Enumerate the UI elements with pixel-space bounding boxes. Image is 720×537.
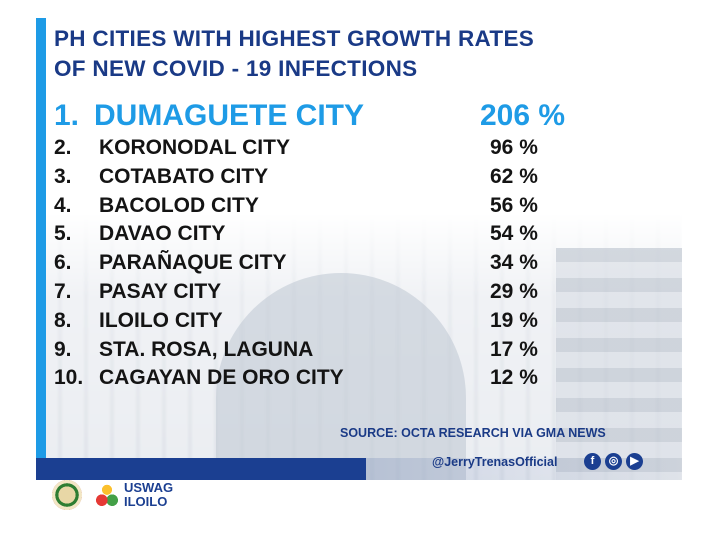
city-name: DAVAO CITY <box>99 222 226 246</box>
ranking-list: 1. DUMAGUETE CITY 206 % 2. KORONODAL CIT… <box>54 98 614 393</box>
rank-number: 3. <box>54 164 72 188</box>
headline: PH CITIES WITH HIGHEST GROWTH RATES OF N… <box>54 24 654 84</box>
city-name: CAGAYAN DE ORO CITY <box>99 366 344 390</box>
ranking-row-7: 7. PASAY CITY 29 % <box>54 278 614 307</box>
bottom-bar <box>36 458 366 480</box>
rank-number: 10. <box>54 366 84 390</box>
headline-line-2: OF NEW COVID - 19 INFECTIONS <box>54 56 418 81</box>
ranking-row-10: 10. CAGAYAN DE ORO CITY 12 % <box>54 364 614 393</box>
growth-rate: 12 % <box>490 366 538 390</box>
ranking-row-9: 9. STA. ROSA, LAGUNA 17 % <box>54 336 614 365</box>
rank-number: 6. <box>54 251 72 275</box>
growth-rate: 17 % <box>490 337 538 361</box>
city-name: ILOILO CITY <box>99 308 223 332</box>
city-name: DUMAGUETE CITY <box>94 99 364 132</box>
instagram-icon[interactable]: ◎ <box>605 453 622 470</box>
ranking-row-3: 3. COTABATO CITY 62 % <box>54 163 614 192</box>
facebook-icon[interactable]: f <box>584 453 601 470</box>
city-seal-logo <box>52 480 82 510</box>
growth-rate: 54 % <box>490 222 538 246</box>
source-credit: SOURCE: OCTA RESEARCH VIA GMA NEWS <box>340 426 606 440</box>
rank-number: 7. <box>54 279 72 303</box>
uswag-iloilo-wordmark: USWAG ILOILO <box>124 481 173 509</box>
ranking-row-6: 6. PARAÑAQUE CITY 34 % <box>54 249 614 278</box>
rank-number: 4. <box>54 193 72 217</box>
brand-line-2: ILOILO <box>124 494 168 509</box>
growth-rate: 34 % <box>490 251 538 275</box>
youtube-icon[interactable]: ▶ <box>626 453 643 470</box>
city-name: KORONODAL CITY <box>99 136 290 159</box>
growth-rate: 206 % <box>480 99 566 132</box>
ranking-row-5: 5. DAVAO CITY 54 % <box>54 220 614 249</box>
growth-rate: 96 % <box>490 136 538 159</box>
city-name: COTABATO CITY <box>99 164 269 188</box>
city-name: STA. ROSA, LAGUNA <box>99 337 314 361</box>
ranking-row-2: 2. KORONODAL CITY 96 % <box>54 134 614 163</box>
rank-number: 9. <box>54 337 72 361</box>
rank-number: 1. <box>54 99 80 132</box>
city-name: PASAY CITY <box>99 279 222 303</box>
accent-bar <box>36 18 46 458</box>
rank-number: 8. <box>54 308 72 332</box>
bottom-bar-fade <box>366 458 682 480</box>
growth-rate: 62 % <box>490 164 538 188</box>
rank-number: 5. <box>54 222 72 246</box>
headline-line-1: PH CITIES WITH HIGHEST GROWTH RATES <box>54 26 535 51</box>
growth-rate: 56 % <box>490 193 538 217</box>
brand-line-1: USWAG <box>124 480 174 495</box>
growth-rate: 29 % <box>490 279 538 303</box>
social-icons: f ◎ ▶ <box>584 453 643 470</box>
city-name: PARAÑAQUE CITY <box>99 251 287 275</box>
growth-rate: 19 % <box>490 308 538 332</box>
background-windows <box>556 248 682 493</box>
uswag-logo-icon <box>94 482 120 508</box>
city-name: BACOLOD CITY <box>99 193 259 217</box>
social-handle: @JerryTrenasOfficial <box>432 455 558 469</box>
ranking-row-4: 4. BACOLOD CITY 56 % <box>54 192 614 221</box>
infographic-card <box>36 18 682 518</box>
ranking-row-8: 8. ILOILO CITY 19 % <box>54 307 614 336</box>
footer <box>36 480 682 518</box>
ranking-row-1: 1. DUMAGUETE CITY 206 % <box>54 98 614 134</box>
rank-number: 2. <box>54 136 72 159</box>
